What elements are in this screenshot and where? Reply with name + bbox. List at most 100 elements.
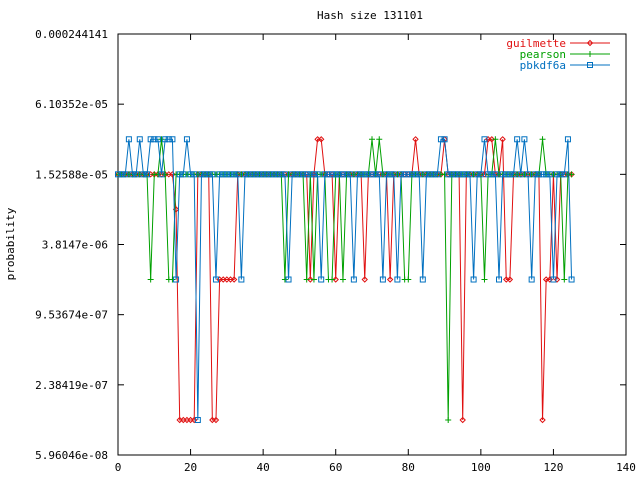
data-point — [376, 136, 383, 143]
data-point — [183, 136, 190, 143]
data-point — [517, 171, 524, 178]
data-point — [329, 171, 336, 178]
data-point — [162, 171, 169, 178]
data-point — [151, 136, 158, 143]
data-point — [220, 171, 227, 178]
axes-frame — [117, 33, 627, 456]
data-point — [278, 171, 285, 178]
data-point — [452, 171, 459, 178]
data-point — [281, 171, 288, 178]
data-point — [144, 171, 151, 178]
data-point — [230, 276, 238, 283]
data-point — [586, 39, 594, 47]
data-point — [358, 171, 365, 178]
data-point — [470, 276, 477, 283]
data-point — [394, 276, 401, 283]
data-point — [535, 171, 542, 178]
data-point — [463, 171, 470, 178]
y-tick-label: 0.000244141 — [35, 28, 108, 41]
data-point — [416, 171, 423, 178]
data-point — [263, 171, 270, 178]
data-point — [456, 171, 463, 178]
data-point — [169, 136, 176, 143]
data-point — [118, 171, 125, 178]
y-tick-label: 3.8147e-06 — [42, 238, 108, 251]
data-point — [147, 136, 154, 143]
x-tick-label: 100 — [471, 461, 491, 474]
data-point — [539, 171, 546, 178]
data-point — [561, 171, 568, 178]
data-point — [329, 276, 336, 283]
data-point — [267, 171, 274, 178]
data-point — [332, 171, 339, 178]
series-line — [118, 138, 573, 421]
data-point — [212, 276, 219, 283]
data-point — [318, 276, 325, 283]
data-point — [492, 136, 499, 143]
data-point — [343, 171, 350, 178]
data-point — [347, 171, 354, 178]
data-point — [543, 171, 550, 178]
data-point — [285, 276, 292, 283]
data-point — [332, 276, 339, 283]
data-point — [546, 171, 553, 178]
data-point — [180, 171, 187, 178]
y-axis-label: probability — [4, 207, 17, 280]
data-point — [176, 171, 183, 178]
data-point — [310, 171, 317, 178]
data-point — [532, 171, 539, 178]
data-point — [129, 171, 136, 178]
data-point — [398, 171, 405, 178]
data-point — [506, 276, 514, 283]
data-point — [405, 276, 412, 283]
data-point — [173, 276, 180, 283]
x-tick-label: 60 — [329, 461, 342, 474]
data-point — [198, 171, 205, 178]
x-tick-label: 20 — [184, 461, 197, 474]
data-point — [238, 276, 245, 283]
data-point — [256, 171, 263, 178]
data-point — [339, 276, 346, 283]
data-point — [408, 171, 415, 178]
data-point — [242, 171, 248, 178]
data-point — [437, 136, 444, 143]
data-point — [231, 171, 238, 178]
y-tick-label: 5.96046e-08 — [35, 449, 108, 462]
data-point — [187, 171, 194, 178]
data-point — [503, 171, 510, 178]
x-tick-label: 40 — [257, 461, 270, 474]
data-point — [369, 136, 375, 143]
data-point — [205, 171, 212, 178]
data-point — [390, 171, 397, 178]
chart-title: Hash size 131101 — [317, 9, 423, 22]
tick-labels: 0 20 40 60 80 100 120 140 0.000244141 6.10352e-05… — [35, 28, 636, 474]
data-point — [169, 276, 176, 283]
data-point — [459, 171, 466, 178]
data-point — [521, 136, 528, 143]
data-point — [386, 276, 394, 283]
data-point — [481, 276, 488, 283]
data-point — [448, 171, 455, 178]
series-pearson — [115, 136, 575, 424]
data-point — [154, 136, 161, 143]
data-point — [209, 171, 216, 178]
legend-label: pbkdf6a — [520, 59, 566, 72]
series-pbkdf6a — [115, 136, 575, 424]
data-point — [274, 171, 281, 178]
data-point — [568, 171, 575, 178]
data-point — [350, 276, 357, 283]
data-point — [499, 136, 506, 143]
data-point — [115, 171, 121, 178]
data-point — [546, 276, 554, 283]
data-point — [561, 276, 568, 283]
data-point — [528, 276, 535, 283]
x-tick-label: 120 — [543, 461, 563, 474]
data-point — [122, 171, 129, 178]
data-point — [125, 136, 132, 143]
data-point — [136, 136, 143, 143]
data-point — [568, 276, 575, 283]
data-point — [564, 136, 571, 143]
data-point — [510, 171, 517, 178]
data-point — [336, 171, 343, 178]
